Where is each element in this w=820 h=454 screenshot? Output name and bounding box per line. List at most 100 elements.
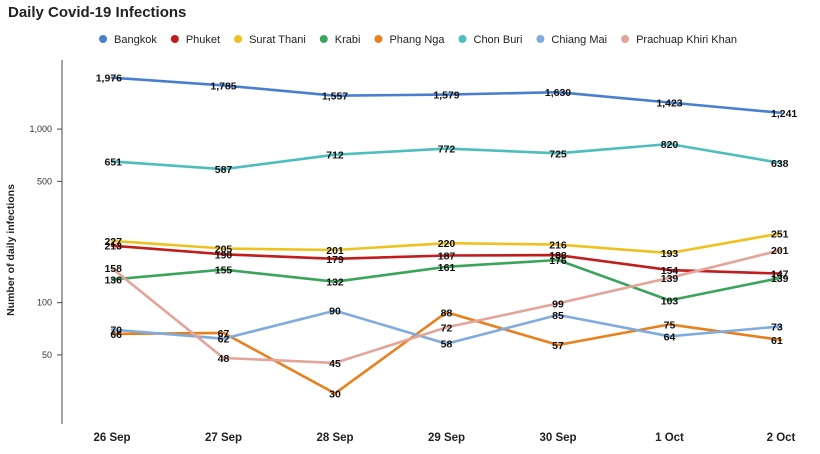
legend-label-chon-buri: Chon Buri xyxy=(474,34,523,46)
data-label-krabi-29-sep: 161 xyxy=(438,262,456,274)
data-label-phang-nga-28-sep: 30 xyxy=(329,388,341,400)
data-label-phuket-26-sep: 213 xyxy=(104,241,122,253)
data-label-phang-nga-1-oct: 75 xyxy=(664,319,676,331)
data-label-prachuap-khiri-khan-26-sep: 158 xyxy=(104,263,122,275)
series-line-phuket xyxy=(110,244,783,275)
data-label-prachuap-khiri-khan-2-oct: 201 xyxy=(771,245,789,257)
data-label-krabi-26-sep: 136 xyxy=(104,274,122,286)
data-label-prachuap-khiri-khan-29-sep: 72 xyxy=(441,322,453,334)
legend-marker-bangkok xyxy=(99,35,108,43)
data-label-krabi-2-oct: 139 xyxy=(771,273,789,285)
data-label-chiang-mai-29-sep: 58 xyxy=(441,339,453,351)
data-label-phuket-30-sep: 188 xyxy=(549,250,567,262)
data-label-prachuap-khiri-khan-30-sep: 99 xyxy=(552,298,564,310)
x-tick-label-30-sep: 30 Sep xyxy=(539,432,576,444)
data-label-prachuap-khiri-khan-28-sep: 45 xyxy=(329,358,341,370)
legend-marker-phuket xyxy=(170,35,179,43)
y-tick-label-1-000: 1,000 xyxy=(29,124,52,134)
x-tick-label-26-sep: 26 Sep xyxy=(93,432,130,444)
data-label-surat-thani-2-oct: 251 xyxy=(771,228,789,240)
series-lines xyxy=(110,76,783,395)
legend-item-phang-nga: Phang Nga xyxy=(374,34,445,46)
x-tick-label-29-sep: 29 Sep xyxy=(428,432,465,444)
legend-marker-phang-nga xyxy=(374,35,383,43)
data-label-phang-nga-2-oct: 61 xyxy=(771,335,783,347)
data-label-chiang-mai-27-sep: 62 xyxy=(218,334,230,346)
series-line-krabi xyxy=(110,258,783,302)
data-label-krabi-28-sep: 132 xyxy=(326,277,344,289)
data-label-phuket-27-sep: 190 xyxy=(215,249,233,261)
data-label-chiang-mai-1-oct: 64 xyxy=(664,331,676,343)
legend-item-prachuap-khiri-khan: Prachuap Khiri Khan xyxy=(621,34,737,46)
legend-item-phuket: Phuket xyxy=(170,34,220,46)
x-tick-label-2-oct: 2 Oct xyxy=(767,432,796,444)
series-line-chon-buri xyxy=(110,142,783,171)
data-label-surat-thani-29-sep: 220 xyxy=(438,238,456,250)
x-tick-label-1-oct: 1 Oct xyxy=(655,432,684,444)
data-label-phang-nga-26-sep: 66 xyxy=(110,329,122,341)
chart-title: Daily Covid-19 Infections xyxy=(8,4,186,21)
series-line-chiang-mai xyxy=(110,309,783,346)
legend-item-chon-buri: Chon Buri xyxy=(458,34,523,46)
series-line-bangkok xyxy=(110,76,783,115)
legend-label-phang-nga: Phang Nga xyxy=(389,34,445,46)
data-label-phang-nga-30-sep: 57 xyxy=(552,340,564,352)
data-label-surat-thani-1-oct: 193 xyxy=(661,248,679,260)
data-label-surat-thani-30-sep: 216 xyxy=(549,240,567,252)
legend-label-bangkok: Bangkok xyxy=(114,34,157,46)
legend-marker-surat-thani xyxy=(234,35,243,43)
data-label-chon-buri-2-oct: 638 xyxy=(771,158,789,170)
data-label-krabi-30-sep: 176 xyxy=(549,255,567,267)
data-label-krabi-27-sep: 155 xyxy=(215,265,233,277)
series-line-phang-nga xyxy=(110,310,783,395)
legend-marker-chon-buri xyxy=(458,35,467,43)
data-label-phuket-28-sep: 179 xyxy=(326,254,344,266)
data-label-chon-buri-28-sep: 712 xyxy=(326,150,344,162)
x-tick-label-28-sep: 28 Sep xyxy=(316,432,353,444)
data-label-chon-buri-27-sep: 587 xyxy=(215,164,233,176)
data-label-chon-buri-30-sep: 725 xyxy=(549,148,567,160)
x-axis-ticks: 26 Sep 27 Sep 28 Sep 29 Sep 30 Sep 1 Oct 2 Oct xyxy=(93,432,795,444)
legend-label-prachuap-khiri-khan: Prachuap Khiri Khan xyxy=(636,34,737,46)
data-label-chiang-mai-2-oct: 73 xyxy=(771,321,783,333)
y-axis-label: Number of daily infections xyxy=(5,184,17,316)
data-labels: 1,976 1,785 1,557 1,579 1,630 1,423 1,241 213 19… xyxy=(96,73,798,401)
data-label-surat-thani-26-sep: 227 xyxy=(104,236,122,248)
data-label-chon-buri-1-oct: 820 xyxy=(661,139,679,151)
data-label-krabi-1-oct: 103 xyxy=(661,295,679,307)
legend-label-krabi: Krabi xyxy=(335,34,361,46)
legend-item-chiang-mai: Chiang Mai xyxy=(536,34,607,46)
legend: Bangkok Phuket Surat Thani Krabi Phang Nga Ch… xyxy=(99,34,737,46)
data-label-chiang-mai-30-sep: 85 xyxy=(552,310,564,322)
data-label-prachuap-khiri-khan-1-oct: 139 xyxy=(661,273,679,285)
legend-marker-prachuap-khiri-khan xyxy=(621,35,630,43)
data-label-phuket-1-oct: 154 xyxy=(661,265,679,277)
data-label-phuket-2-oct: 147 xyxy=(771,269,789,281)
x-tick-label-27-sep: 27 Sep xyxy=(205,432,242,444)
data-label-chiang-mai-26-sep: 70 xyxy=(110,325,122,337)
legend-label-phuket: Phuket xyxy=(186,34,220,46)
y-tick-label-50: 50 xyxy=(42,350,52,360)
data-label-chon-buri-26-sep: 651 xyxy=(104,156,122,168)
legend-item-surat-thani: Surat Thani xyxy=(234,34,306,46)
data-label-bangkok-27-sep: 1,785 xyxy=(210,80,236,92)
data-label-surat-thani-28-sep: 201 xyxy=(326,245,344,257)
series-line-prachuap-khiri-khan xyxy=(110,248,783,365)
data-label-bangkok-29-sep: 1,579 xyxy=(433,90,459,102)
data-label-bangkok-2-oct: 1,241 xyxy=(771,108,797,120)
y-axis-ticks: 50 100 500 1,000 xyxy=(29,124,62,360)
y-tick-label-100: 100 xyxy=(37,298,52,308)
series-line-surat-thani xyxy=(110,232,783,255)
legend-item-bangkok: Bangkok xyxy=(99,34,157,46)
data-label-phang-nga-27-sep: 67 xyxy=(218,328,230,340)
data-label-bangkok-1-oct: 1,423 xyxy=(656,97,682,109)
legend-item-krabi: Krabi xyxy=(319,34,361,46)
data-label-bangkok-28-sep: 1,557 xyxy=(322,91,348,103)
data-label-bangkok-26-sep: 1,976 xyxy=(96,73,122,85)
y-tick-label-500: 500 xyxy=(37,176,52,186)
legend-label-surat-thani: Surat Thani xyxy=(249,34,306,46)
legend-marker-chiang-mai xyxy=(536,35,545,43)
data-label-phuket-29-sep: 187 xyxy=(438,250,456,262)
legend-label-chiang-mai: Chiang Mai xyxy=(551,34,607,46)
